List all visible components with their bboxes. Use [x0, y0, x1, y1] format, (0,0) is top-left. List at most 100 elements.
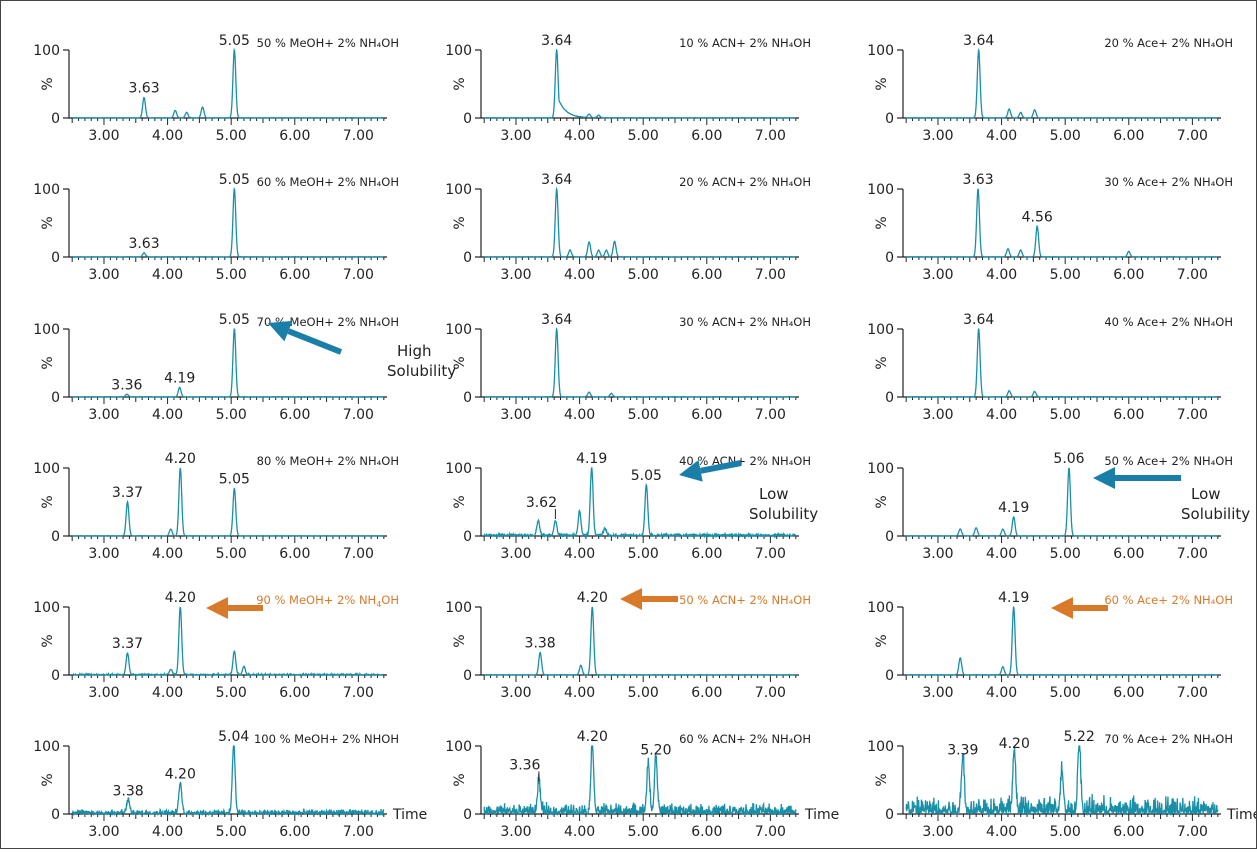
y-tick-label: 0 [463, 807, 472, 823]
x-tick-label: 3.00 [88, 267, 119, 283]
y-tick-label: 0 [463, 529, 472, 545]
peak-label: 3.38 [113, 783, 144, 799]
x-tick-label: 5.00 [628, 546, 659, 562]
chromatogram-trace [71, 606, 385, 677]
panel-title: 100 % MeOH+ 2% NHOH [254, 732, 399, 746]
chromatogram-trace [906, 467, 1219, 537]
x-tick-label: 3.00 [922, 824, 953, 840]
x-tick-label: 6.00 [691, 685, 722, 701]
peak-label: 3.64 [541, 33, 572, 49]
y-tick-label: 100 [445, 182, 472, 198]
peak-label: 3.64 [541, 172, 572, 188]
x-tick-label: 6.00 [1113, 128, 1144, 144]
x-tick-label: 4.00 [152, 685, 183, 701]
y-axis-label: % [40, 77, 56, 90]
solubility-note: Solubility [1181, 505, 1250, 523]
peak-label: 5.05 [631, 468, 662, 484]
peak-label: 5.04 [218, 729, 249, 745]
x-tick-label: 7.00 [755, 267, 786, 283]
y-axis-label: % [452, 356, 468, 369]
peak-label: 4.20 [999, 736, 1030, 752]
x-tick-label: 5.00 [628, 407, 659, 423]
x-tick-label: 6.00 [1113, 824, 1144, 840]
panel-title: 40 % Ace+ 2% NH₄OH [1104, 315, 1233, 329]
peak-label: 3.64 [963, 33, 994, 49]
x-tick-label: 3.00 [88, 824, 119, 840]
solubility-arrow-shaft [700, 460, 742, 474]
x-tick-label: 4.00 [986, 824, 1017, 840]
y-tick-label: 100 [33, 739, 60, 755]
x-tick-label: 3.00 [88, 128, 119, 144]
y-tick-label: 100 [867, 600, 894, 616]
y-tick-label: 0 [885, 390, 894, 406]
y-tick-label: 0 [51, 390, 60, 406]
peak-label: 3.36 [509, 757, 540, 773]
peak-label: 4.20 [577, 729, 608, 745]
chromatogram-trace [71, 47, 385, 119]
x-tick-label: 7.00 [755, 546, 786, 562]
x-tick-label: 4.00 [152, 267, 183, 283]
y-axis-label: % [40, 495, 56, 508]
peak-label: 4.19 [998, 590, 1029, 606]
x-tick-label: 5.00 [628, 128, 659, 144]
y-tick-label: 100 [867, 739, 894, 755]
x-tick-label: 4.00 [152, 824, 183, 840]
x-tick-label: 4.00 [564, 267, 595, 283]
y-tick-label: 100 [445, 600, 472, 616]
y-tick-label: 0 [885, 111, 894, 127]
y-tick-label: 100 [33, 43, 60, 59]
peak-label: 5.05 [219, 471, 250, 487]
panel-title: 80 % MeOH+ 2% NH₄OH [257, 454, 399, 468]
panel-title: 50 % ACN+ 2% NH₄OH [679, 593, 811, 607]
panel-title: 20 % ACN+ 2% NH₄OH [679, 175, 811, 189]
y-axis-label: % [452, 634, 468, 647]
solubility-note: Solubility [387, 362, 456, 380]
x-axis-label: Time [1226, 807, 1256, 823]
x-tick-label: 7.00 [1177, 267, 1208, 283]
solubility-note: Low [759, 485, 789, 503]
solubility-note: Low [1191, 485, 1221, 503]
x-tick-label: 5.00 [628, 267, 659, 283]
solubility-note: High [397, 342, 431, 360]
chromatogram-trace [484, 606, 796, 676]
panel-title: 60 % Ace+ 2% NH₄OH [1104, 593, 1233, 607]
x-tick-label: 7.00 [343, 546, 374, 562]
y-axis-label: % [452, 773, 468, 786]
x-tick-label: 6.00 [1113, 407, 1144, 423]
solubility-arrow-head [1051, 597, 1073, 619]
chromatogram-trace [483, 186, 796, 258]
panel-title: 10 % ACN+ 2% NH₄OH [679, 36, 811, 50]
x-tick-label: 6.00 [691, 546, 722, 562]
peak-label: 4.20 [165, 766, 196, 782]
x-tick-label: 7.00 [343, 685, 374, 701]
panel-title: 50 % MeOH+ 2% NH₄OH [257, 36, 399, 50]
y-tick-label: 0 [885, 529, 894, 545]
peak-label: 3.62 [526, 495, 557, 511]
x-tick-label: 3.00 [922, 407, 953, 423]
x-tick-label: 3.00 [922, 685, 953, 701]
x-tick-label: 3.00 [500, 685, 531, 701]
y-axis-label: % [40, 773, 56, 786]
y-axis-label: % [452, 495, 468, 508]
y-tick-label: 100 [445, 43, 472, 59]
y-tick-label: 0 [51, 250, 60, 266]
x-tick-label: 7.00 [1177, 407, 1208, 423]
solubility-arrow-head [268, 320, 293, 342]
x-tick-label: 4.00 [986, 546, 1017, 562]
peak-label: 5.05 [219, 172, 250, 188]
peak-label: 3.37 [112, 636, 143, 652]
y-tick-label: 100 [33, 461, 60, 477]
x-tick-label: 4.00 [986, 267, 1017, 283]
peak-label: 4.56 [1022, 209, 1053, 225]
x-tick-label: 4.00 [564, 546, 595, 562]
panel-title: 90 % MeOH+ 2% NH4OH [256, 593, 399, 609]
x-tick-label: 5.00 [216, 128, 247, 144]
y-axis-label: % [874, 356, 890, 369]
x-tick-label: 7.00 [343, 128, 374, 144]
peak-label: 4.20 [577, 590, 608, 606]
x-tick-label: 6.00 [279, 824, 310, 840]
x-tick-label: 6.00 [279, 546, 310, 562]
y-tick-label: 0 [463, 111, 472, 127]
y-axis-label: % [874, 773, 890, 786]
chromatogram-trace [483, 467, 797, 539]
